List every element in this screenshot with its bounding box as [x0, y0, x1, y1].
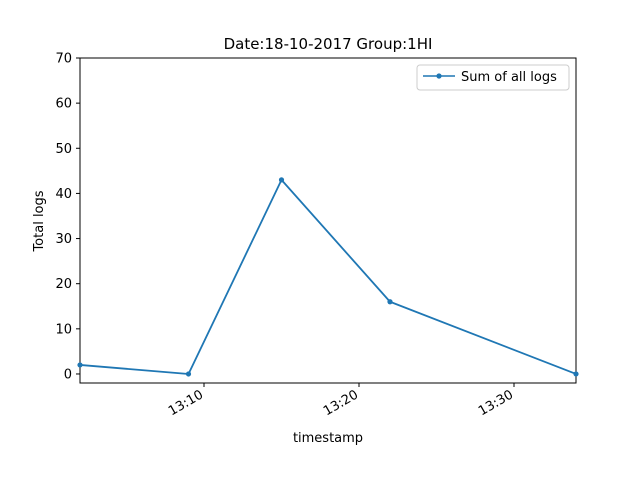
y-tick-label: 30 [55, 232, 72, 247]
data-point [77, 362, 83, 368]
y-tick-label: 50 [55, 142, 72, 157]
y-tick-label: 20 [55, 277, 72, 292]
plot-frame [79, 57, 577, 384]
y-tick-label: 70 [55, 52, 72, 67]
y-tick-label: 40 [55, 187, 72, 202]
legend: Sum of all logs [416, 64, 570, 91]
y-tick-label: 0 [64, 367, 72, 382]
legend-point-marker [436, 73, 442, 79]
data-point [387, 299, 393, 305]
y-tick-label: 10 [55, 322, 72, 337]
y-axis-label: Total logs [32, 190, 47, 252]
x-axis-label: timestamp [293, 431, 363, 446]
legend-box [416, 64, 570, 91]
y-tick-label: 60 [55, 97, 72, 112]
data-point [278, 177, 285, 183]
y-axis: 0 10 20 30 40 50 60 70 [55, 52, 80, 382]
legend-label: Sum of all logs [461, 70, 557, 85]
data-point [573, 371, 579, 377]
series-layer [77, 177, 579, 377]
chart-title: Date:18-10-2017 Group:1HI [224, 35, 433, 53]
data-point [185, 371, 192, 377]
